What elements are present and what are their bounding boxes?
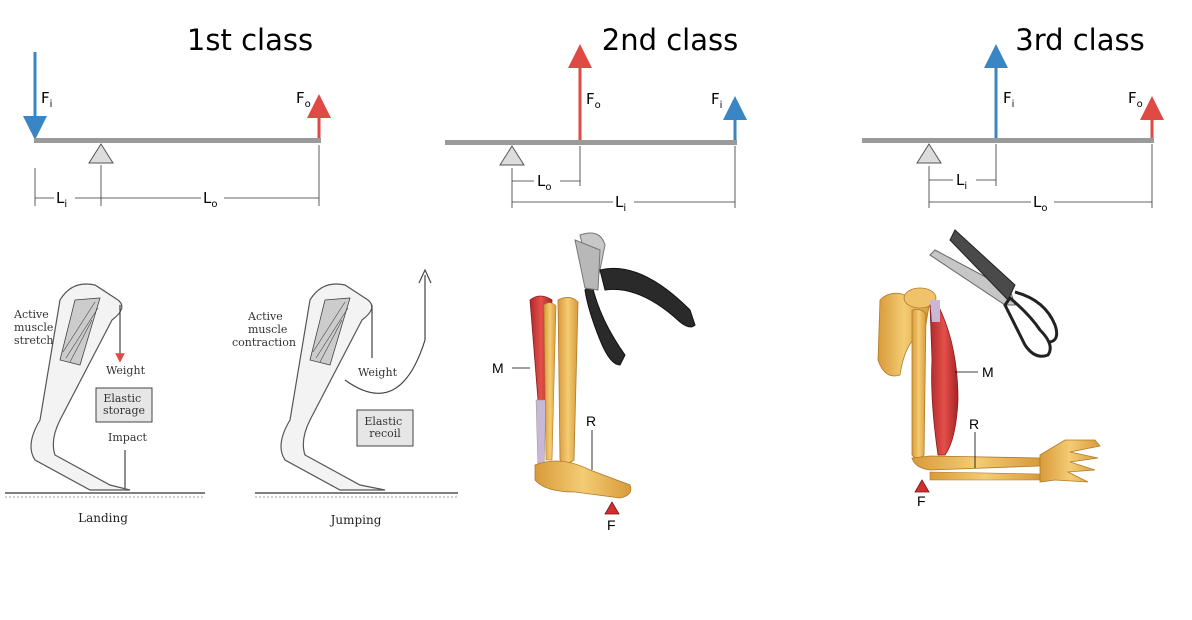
fulcrum-triangle [499, 145, 525, 166]
lever-bar [862, 138, 1154, 143]
elastic-storage-box [95, 387, 153, 423]
leg-jumping-illustration: Weight Active muscle contraction Elastic… [232, 268, 458, 527]
biceps-muscle [929, 304, 959, 456]
load-arm-label: Lo [203, 189, 217, 210]
jumping-caption: Jumping [329, 513, 382, 527]
hand-bones [1039, 439, 1101, 483]
arm-lever-illustration: M R F [877, 287, 1101, 509]
weight-label: Weight [358, 366, 398, 379]
impact-label: Impact [108, 431, 148, 444]
foot-lever-illustration: M R F [492, 295, 632, 533]
nutcracker-illustration [574, 232, 696, 366]
effort-force-label: Fi [41, 89, 52, 110]
forearm-bone [911, 455, 1041, 471]
lever-bar [34, 138, 321, 143]
landing-caption: Landing [78, 511, 128, 525]
leg-landing-illustration: Weight Active muscle stretch Elastic sto… [5, 283, 205, 525]
nutcracker-handle [584, 284, 626, 366]
load-force-label: Fo [1128, 89, 1143, 110]
calf-muscle [309, 297, 351, 366]
fulcrum-triangle [916, 143, 942, 164]
muscle-label: M [492, 360, 504, 376]
active-muscle-label: Active muscle stretch [13, 308, 57, 347]
fulcrum-marker [914, 479, 930, 493]
calf-muscle [59, 297, 101, 366]
load-arm-label: Lo [1033, 193, 1047, 214]
load-force-label: Fo [586, 90, 601, 111]
foot-bones [534, 460, 632, 499]
active-muscle-label: Active muscle contraction [232, 310, 296, 349]
leg-outline [30, 283, 131, 491]
elastic-recoil-box [356, 409, 414, 447]
leg-outline [280, 283, 386, 491]
elastic-recoil-label: Elastic recoil [364, 415, 405, 440]
effort-force-label: Fi [1003, 89, 1014, 110]
panel-second-class: 2nd class Fo Fi Lo Li [445, 23, 747, 214]
load-arm-label: Lo [537, 172, 551, 193]
fulcrum-label: F [917, 493, 926, 509]
fulcrum-label: F [607, 517, 616, 533]
panel-title: 1st class [187, 23, 313, 57]
panel-title: 2nd class [602, 23, 738, 57]
panel-title: 3rd class [1015, 23, 1144, 57]
effort-force-label: Fi [711, 90, 722, 111]
lever-bar [445, 140, 737, 145]
panel-first-class: 1st class Fi Fo Li Lo [23, 23, 331, 210]
shears-illustration [929, 229, 1059, 358]
panel-third-class: 3rd class Fi Fo Li Lo [862, 23, 1164, 214]
resistance-label: R [969, 416, 979, 432]
resistance-label: R [586, 413, 596, 429]
humerus-bone [911, 309, 927, 459]
elastic-storage-label: Elastic storage [103, 392, 145, 417]
leg-bone [557, 297, 579, 464]
fulcrum-triangle [88, 143, 114, 164]
effort-arm-label: Li [56, 189, 67, 210]
weight-label: Weight [106, 364, 146, 377]
effort-arm-label: Li [615, 193, 626, 214]
fulcrum-marker [604, 501, 620, 515]
muscle-label: M [982, 364, 994, 380]
effort-arm-label: Li [956, 171, 967, 192]
load-force-label: Fo [296, 89, 311, 110]
nutcracker-handle [599, 267, 696, 328]
